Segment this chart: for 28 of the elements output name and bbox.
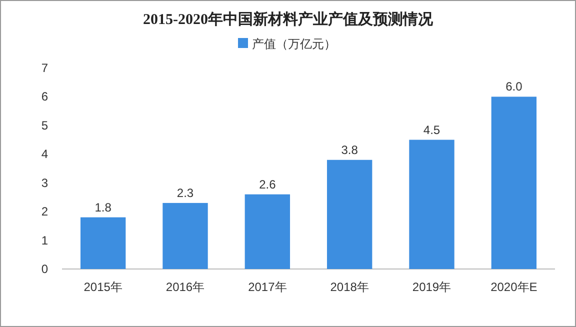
x-tick-label: 2020年E [490,280,538,294]
x-tick-label: 2018年 [330,280,369,294]
y-tick-label: 7 [41,61,48,75]
x-tick-label: 2017年 [248,280,287,294]
text: 1.8 [94,200,112,214]
x-tick-label: 2019年 [412,280,452,294]
bar [409,140,454,269]
y-tick-label: 3 [41,176,48,190]
x-tick-label: 2015年 [84,280,122,294]
y-tick-label: 2 [41,204,48,219]
text: 6.0 [506,80,522,94]
y-tick-label: 1 [41,233,48,248]
legend-label: 产值（万亿元） [252,37,336,51]
y-tick-label: 5 [41,118,48,132]
bar [244,194,290,269]
bar [326,160,372,269]
y-tick-label: 0 [41,262,48,276]
bar [80,217,126,269]
y-tick-label: 4 [41,147,48,162]
bar [162,202,208,269]
text: 4.5 [423,122,440,137]
chart-title: 2015-2020年中国新材料产业产值及预测情况 [143,10,434,28]
bar [491,96,537,269]
y-tick-label: 6 [41,90,48,104]
x-tick-label: 2016年 [166,280,205,294]
text: 2.6 [259,177,276,192]
text: 3.8 [341,142,358,157]
text: 2.3 [176,186,194,200]
